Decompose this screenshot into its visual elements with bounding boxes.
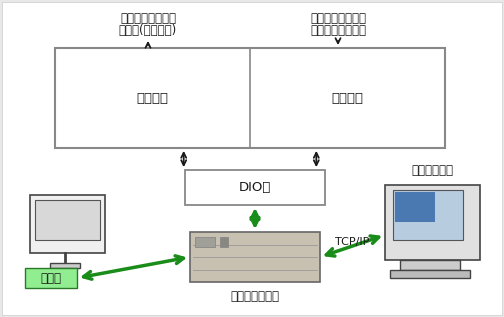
Text: 地开关(受控对象): 地开关(受控对象) — [119, 23, 177, 36]
Bar — [55, 48, 445, 148]
Text: 采样电路: 采样电路 — [332, 92, 363, 105]
Text: DIO卡: DIO卡 — [239, 181, 271, 194]
Bar — [30, 195, 105, 253]
Text: 机房管理系统: 机房管理系统 — [411, 164, 453, 177]
Bar — [400, 260, 460, 270]
Bar — [220, 237, 228, 247]
Text: TCP/IP: TCP/IP — [335, 237, 369, 247]
Bar — [185, 170, 325, 205]
Bar — [395, 192, 435, 222]
Bar — [393, 190, 463, 240]
Text: 控制电路: 控制电路 — [137, 92, 168, 105]
Text: 触摸屏: 触摸屏 — [40, 271, 61, 284]
Text: 开关状态进行采样: 开关状态进行采样 — [310, 23, 366, 36]
Text: 控制同轴开关和场: 控制同轴开关和场 — [120, 11, 176, 24]
Bar — [35, 200, 100, 240]
Bar — [50, 263, 80, 268]
Text: 对同轴开关和场地: 对同轴开关和场地 — [310, 11, 366, 24]
Text: 工业控制计算机: 工业控制计算机 — [230, 289, 280, 302]
Bar — [195, 237, 215, 247]
Bar — [390, 270, 470, 278]
Bar — [190, 232, 320, 282]
Bar — [25, 268, 77, 288]
Bar — [385, 185, 480, 260]
